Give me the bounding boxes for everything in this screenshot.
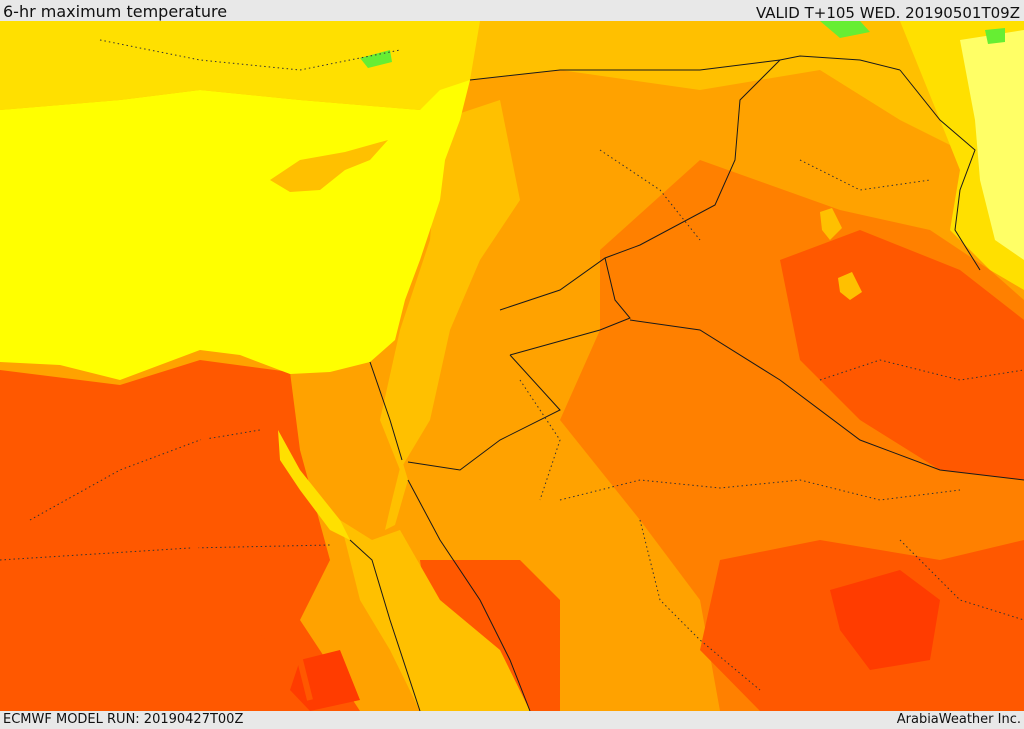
lake-tharthar (820, 208, 842, 240)
border-egypt-coast (349, 539, 421, 711)
gulf-of-aqaba (385, 460, 408, 530)
red-sea (340, 520, 530, 711)
valid-time-label: VALID T+105 WED. 20190501T09Z (755, 4, 1020, 22)
border-iraq-jordan (509, 257, 631, 356)
province-line-3 (559, 479, 961, 501)
lake-milh (838, 272, 862, 300)
province-line-9 (99, 39, 401, 71)
cyprus-island (270, 140, 388, 192)
border-iran-iraq (899, 69, 981, 271)
province-line-5 (899, 539, 1024, 621)
border-syria-iraq (499, 59, 781, 311)
extreme-zone-south (830, 570, 940, 670)
province-line-4 (639, 519, 761, 691)
border-israel-egypt (369, 361, 403, 461)
map-header: 6-hr maximum temperature VALID T+105 WED… (0, 0, 1024, 21)
credit-label: ArabiaWeather Inc. (896, 712, 1021, 727)
province-line-2 (0, 544, 331, 561)
green-patch-1 (820, 21, 870, 38)
gulf-of-suez (278, 430, 350, 540)
temperature-map-svg (0, 21, 1024, 711)
border-iraq-saudi (629, 319, 1024, 481)
province-line-8 (819, 359, 1024, 381)
hot-zone-egypt (0, 360, 360, 711)
map-footer: ECMWF MODEL RUN: 20190427T00Z ArabiaWeat… (0, 711, 1024, 729)
country-borders (349, 55, 1024, 711)
province-line-6 (599, 149, 701, 241)
model-run-label: ECMWF MODEL RUN: 20190427T00Z (3, 712, 244, 727)
temperature-map (0, 21, 1024, 711)
green-patch-3 (360, 50, 392, 68)
nile-river (186, 409, 313, 701)
pale-zone-zagros (960, 30, 1024, 260)
province-boundaries (0, 39, 1024, 691)
mild-zone-levant (380, 100, 520, 470)
border-jordan-saudi (407, 354, 561, 471)
province-line-10 (519, 379, 561, 501)
cool-zone-turkey (0, 21, 480, 110)
mild-zone-north (380, 21, 1024, 150)
map-title: 6-hr maximum temperature (3, 2, 228, 21)
border-saudi-coast (407, 479, 531, 711)
green-patch-2 (985, 28, 1005, 44)
